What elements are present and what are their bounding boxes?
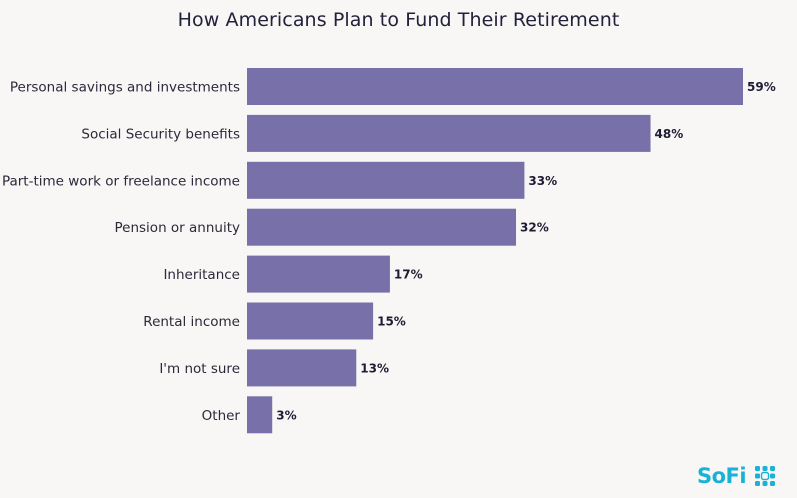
chart-title: How Americans Plan to Fund Their Retirem…: [177, 9, 620, 31]
bar-other: [247, 396, 273, 434]
category-label-social-security-benefits: Social Security benefits: [81, 126, 240, 142]
bar-inheritance: [247, 255, 390, 293]
value-label-i-m-not-sure: 13%: [360, 361, 389, 375]
value-label-part-time-work-or-freelance-income: 33%: [528, 174, 557, 188]
category-label-inheritance: Inheritance: [163, 267, 240, 283]
value-label-social-security-benefits: 48%: [655, 127, 684, 141]
bar-part-time-work-or-freelance-income: [247, 161, 525, 199]
logo-text: SoFi: [697, 464, 747, 488]
category-label-rental-income: Rental income: [143, 314, 240, 330]
value-label-other: 3%: [276, 408, 296, 422]
category-label-pension-or-annuity: Pension or annuity: [115, 220, 241, 236]
value-label-rental-income: 15%: [377, 315, 406, 329]
value-label-pension-or-annuity: 32%: [520, 221, 549, 235]
sofi-dot-grid-icon: [755, 466, 775, 486]
bar-i-m-not-sure: [247, 349, 357, 387]
bar-social-security-benefits: [247, 114, 651, 152]
value-label-personal-savings-and-investments: 59%: [747, 80, 776, 94]
sofi-logo: SoFi: [697, 462, 781, 490]
category-label-part-time-work-or-freelance-income: Part-time work or freelance income: [2, 173, 240, 189]
bar-personal-savings-and-investments: [247, 68, 743, 105]
bar-rental-income: [247, 302, 374, 340]
category-label-i-m-not-sure: I'm not sure: [159, 361, 240, 377]
value-label-inheritance: 17%: [394, 268, 423, 282]
category-label-personal-savings-and-investments: Personal savings and investments: [10, 80, 240, 96]
category-label-other: Other: [202, 408, 241, 424]
bar-pension-or-annuity: [247, 208, 517, 246]
